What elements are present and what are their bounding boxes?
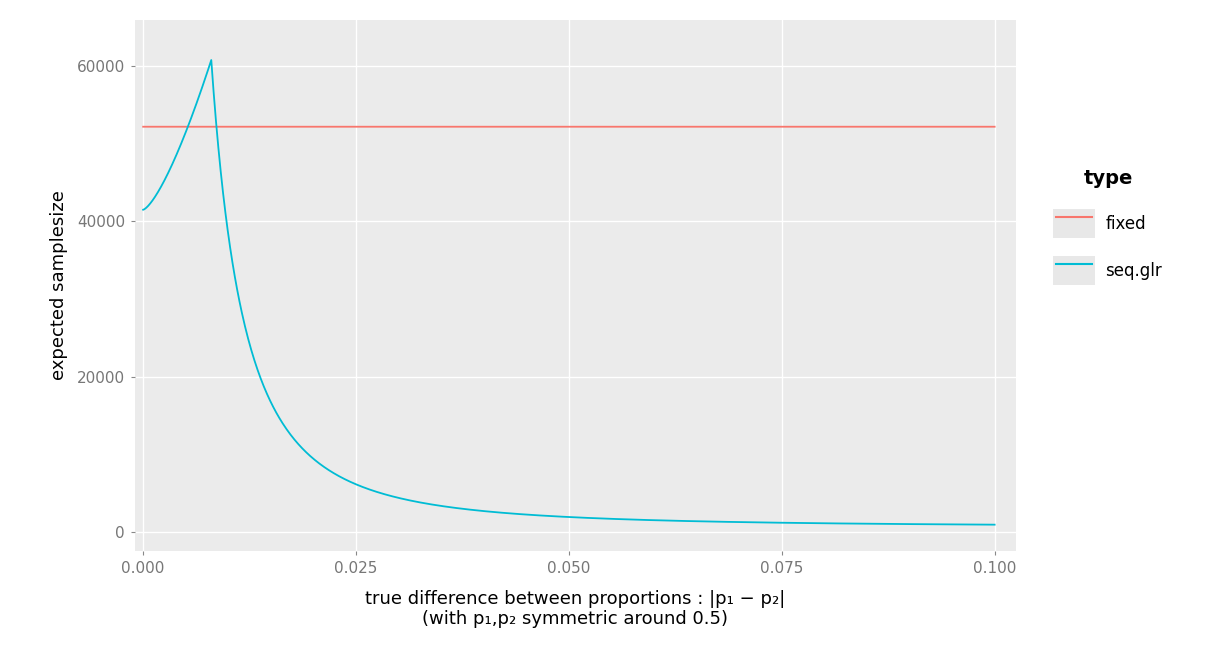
X-axis label: true difference between proportions : |p₁ − p₂|
(with p₁,p₂ symmetric around 0.5: true difference between proportions : |p…: [365, 590, 786, 628]
Y-axis label: expected samplesize: expected samplesize: [50, 190, 69, 380]
Legend: fixed, seq.glr: fixed, seq.glr: [1048, 161, 1170, 291]
